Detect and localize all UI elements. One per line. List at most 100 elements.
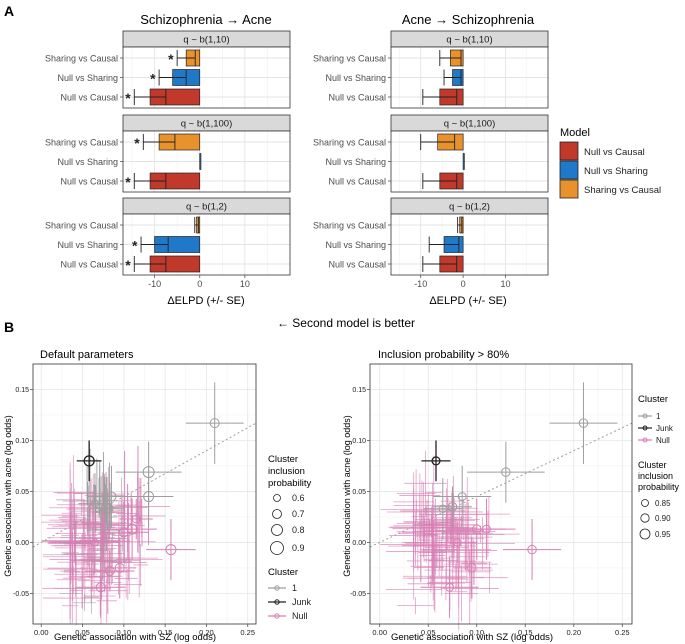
left-size-legend-label-3: 0.9: [292, 543, 305, 553]
y-tick-label: 0.15: [352, 387, 366, 394]
panel-b-right-xlabel: Genetic association with SZ (log odds): [391, 632, 553, 643]
right-cluster-legend-label-null: Null: [656, 436, 670, 445]
legend-swatch-null-vs-causal: [559, 141, 579, 161]
panel-a-left-title: Schizophrenia → Acne: [140, 12, 272, 27]
x-tick-label: 0.05: [421, 628, 436, 637]
x-tick-label: 0.15: [518, 628, 533, 637]
right-cluster-legend-dot-junk: [642, 425, 648, 431]
right-facet-1: q ~ b(1,100) Sharing vs Causal Null vs Sha…: [313, 114, 549, 193]
left-size-legend-circle-1: [272, 509, 282, 519]
legend-label-null-vs-sharing: Null vs Sharing: [584, 166, 648, 177]
left-size-legend-title-2: inclusion: [268, 466, 305, 477]
row-label: Null vs Sharing: [57, 240, 118, 250]
left-size-legend-label-0: 0.6: [292, 493, 305, 503]
row-label: Null vs Sharing: [57, 73, 118, 83]
left-size-legend-circle-3: [270, 541, 284, 555]
data-point-1: [90, 499, 99, 508]
right-size-legend-title-1: Cluster: [638, 460, 667, 470]
data-point-junk: [83, 455, 95, 467]
facet-strip-label: q ~ b(1,2): [449, 202, 490, 213]
facet-strip-label: q ~ b(1,100): [444, 119, 496, 130]
data-point-null: [104, 565, 115, 576]
bar-null-vs-sharing: [199, 153, 202, 170]
x-tick-label: -10: [414, 279, 427, 289]
right-cluster-legend-dot-null: [642, 437, 648, 443]
left-cluster-legend-dot-junk: [274, 599, 280, 605]
panel-b-letter: B: [4, 319, 14, 335]
significance-star: *: [125, 257, 131, 273]
row-label: Null vs Causal: [60, 93, 118, 103]
significance-star: *: [125, 174, 131, 190]
row-label: Sharing vs Causal: [45, 221, 118, 231]
left-size-legend-title-3: probability: [268, 478, 312, 489]
facet-strip-label: q ~ b(1,10): [183, 35, 229, 46]
y-tick-label: 0.05: [352, 489, 366, 496]
left-facet-1: q ~ b(1,100) * * Sharing vs Causal Null vs S…: [45, 114, 291, 193]
data-point-1: [457, 492, 467, 501]
left-facet-0: q ~ b(1,10) * * * Sharing vs Causal Null vs S…: [45, 30, 291, 109]
data-point-null: [445, 582, 455, 592]
y-tick-label: -0.05: [13, 591, 29, 598]
data-point-null: [481, 524, 491, 534]
right-cluster-legend-label-1: 1: [656, 412, 661, 421]
significance-star: *: [168, 51, 174, 67]
significance-star: *: [125, 90, 131, 106]
row-label: Sharing vs Causal: [313, 138, 386, 148]
scatter-border: [369, 363, 633, 625]
data-point-null: [453, 538, 462, 547]
row-label: Sharing vs Causal: [45, 138, 118, 148]
left-cluster-legend-label-junk: Junk: [292, 597, 312, 607]
data-point-junk: [431, 456, 441, 466]
right-scatter-panel: 0.00 0.05 0.10 0.15 0.20 0.25 -0.05 0.00 0.05 0.1…: [350, 363, 633, 637]
right-size-legend-title-3: probability: [638, 482, 680, 492]
panel-a-letter: A: [4, 3, 14, 19]
data-point-null: [95, 582, 106, 593]
row-label: Null vs Sharing: [325, 157, 386, 167]
right-size-legend-title-2: inclusion: [638, 471, 673, 481]
legend-swatch-sharing-vs-causal: [559, 179, 579, 199]
left-size-legend-label-2: 0.8: [292, 525, 305, 535]
right-size-legend-circle-2: [639, 528, 651, 540]
right-cluster-legend-label-junk: Junk: [656, 424, 674, 433]
x-tick-label: 0: [461, 279, 466, 289]
left-size-legend-circle-2: [271, 524, 283, 536]
x-tick-label: 0.10: [469, 628, 484, 637]
legend-label-null-vs-causal: Null vs Causal: [584, 147, 645, 158]
row-label: Sharing vs Causal: [45, 54, 118, 64]
row-label: Null vs Causal: [328, 260, 386, 270]
left-cluster-legend-dot-1: [274, 585, 280, 591]
x-tick-label: 0.10: [117, 628, 132, 637]
facet-strip-label: q ~ b(1,10): [446, 35, 492, 46]
right-size-legend-circle-1: [640, 513, 650, 523]
diagonal-line: [369, 422, 633, 548]
right-cluster-legend-title: Cluster: [638, 394, 668, 405]
left-size-legend-label-1: 0.7: [292, 509, 305, 519]
data-point-null: [118, 527, 129, 538]
data-point-1: [578, 418, 589, 428]
legend-label-sharing-vs-causal: Sharing vs Causal: [584, 185, 661, 196]
data-point-1: [209, 418, 220, 429]
left-cluster-legend-title: Cluster: [268, 567, 298, 578]
row-label: Null vs Causal: [328, 93, 386, 103]
scatter-border: [32, 363, 257, 625]
x-tick-label: 10: [501, 279, 511, 289]
left-facet-2: q ~ b(1,2) ** Sharing vs Causal Null vs Sha…: [45, 197, 291, 276]
left-scatter-panel: 0.00 0.05 0.10 0.15 0.20 0.25 -0.05 0.00 0.05 0.1…: [13, 363, 257, 637]
left-cluster-legend-label-null: Null: [292, 611, 308, 621]
row-label: Null vs Sharing: [57, 157, 118, 167]
row-label: Null vs Sharing: [325, 240, 386, 250]
bar-null-vs-sharing: [462, 153, 465, 170]
panel-a-footnote: ← Second model is better: [277, 316, 415, 330]
panel-b-right-title: Inclusion probability > 80%: [378, 349, 509, 361]
data-point-null: [114, 562, 125, 573]
x-tick-label: 0.25: [615, 628, 630, 637]
facet-strip-label: q ~ b(1,2): [186, 202, 227, 213]
data-point-null: [90, 538, 99, 547]
panel-b-left-xlabel: Genetic association with SZ (log odds): [54, 632, 216, 643]
significance-star: *: [132, 238, 138, 254]
right-size-legend-circle-0: [641, 499, 649, 507]
row-label: Null vs Causal: [60, 177, 118, 187]
panel-a-left-axis-label: ΔELPD (+/- SE): [167, 295, 244, 307]
x-tick-label: 0: [197, 279, 202, 289]
y-tick-label: 0.10: [15, 438, 29, 445]
